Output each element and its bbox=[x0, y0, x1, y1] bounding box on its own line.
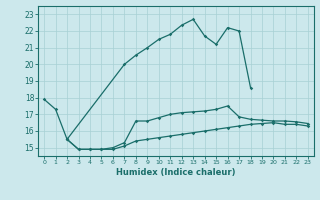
X-axis label: Humidex (Indice chaleur): Humidex (Indice chaleur) bbox=[116, 168, 236, 177]
